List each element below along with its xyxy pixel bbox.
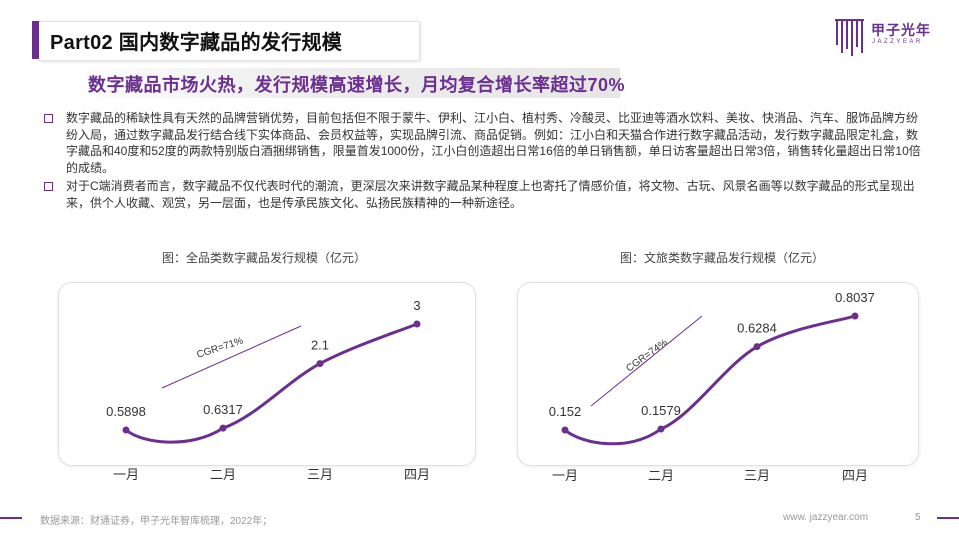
bullet-item: 对于C端消费者而言，数字藏品不仅代表时代的潮流，更深层次来讲数字藏品某种程度上也… [44, 178, 924, 211]
bullet-text: 数字藏品的稀缺性具有天然的品牌营销优势，目前包括但不限于蒙牛、伊利、江小白、植村… [66, 111, 921, 175]
data-point [851, 312, 859, 320]
data-point [122, 426, 130, 434]
growth-trend-line [590, 315, 703, 407]
data-label: 3 [413, 298, 420, 313]
logo-text: 甲子光年 [871, 22, 931, 38]
data-point [657, 425, 665, 433]
bullet-item: 数字藏品的稀缺性具有天然的品牌营销优势，目前包括但不限于蒙牛、伊利、江小白、植村… [44, 110, 924, 176]
data-label: 0.8037 [835, 290, 875, 305]
growth-annotation: CGR=74% [624, 337, 669, 374]
x-tick-label: 四月 [404, 467, 430, 482]
data-label: 0.6284 [737, 321, 777, 336]
footer-accent-right [937, 517, 959, 519]
logo-mark-icon [835, 19, 864, 56]
chart-caption-right: 图：文旅类数字藏品发行规模（亿元） [620, 251, 825, 265]
x-tick-label: 四月 [842, 468, 868, 483]
footer-accent-left [0, 517, 22, 519]
bullet-list: 数字藏品的稀缺性具有天然的品牌营销优势，目前包括但不限于蒙牛、伊利、江小白、植村… [44, 110, 924, 213]
logo-subtext: JAZZYEAR [872, 39, 923, 45]
bullet-square-icon [44, 182, 53, 191]
footer-url: www. jazzyear.com [783, 512, 869, 523]
data-point [316, 360, 324, 368]
brand-logo: 甲子光年 JAZZYEAR [835, 16, 945, 56]
title-box [39, 21, 420, 61]
page-number: 5 [915, 512, 921, 523]
data-label: 0.152 [549, 404, 582, 419]
series-line [563, 314, 857, 446]
x-tick-label: 一月 [113, 467, 139, 482]
data-point [753, 343, 761, 351]
line-chart-right: CGR=74% 0.152 一月 0.1579 二月 0.6284 三月 0.8037 四月 [549, 290, 875, 483]
x-tick-label: 三月 [307, 467, 333, 482]
subtitle: 数字藏品市场火热，发行规模高速增长，月均复合增长率超过70% [88, 75, 626, 95]
chart-frame-right [517, 282, 919, 466]
data-label: 0.6317 [203, 402, 243, 417]
growth-annotation: CGR=71% [196, 336, 245, 361]
footer-source: 数据来源：财通证券，甲子光年智库梳理，2022年； [40, 516, 273, 527]
growth-trend-line [161, 325, 302, 389]
title-accent-bar [32, 21, 39, 59]
chart-caption-left: 图：全品类数字藏品发行规模（亿元） [162, 251, 367, 265]
series-line [124, 322, 419, 444]
data-label: 0.5898 [106, 404, 146, 419]
data-label: 0.1579 [641, 403, 681, 418]
data-point [413, 320, 421, 328]
subtitle-background [60, 68, 620, 98]
x-tick-label: 三月 [744, 468, 770, 483]
bullet-square-icon [44, 114, 53, 123]
line-chart-left: CGR=71% 0.5898 一月 0.6317 二月 2.1 三月 3 四月 [106, 298, 430, 482]
page-title: Part02 国内数字藏品的发行规模 [50, 32, 343, 54]
data-point [561, 426, 569, 434]
x-tick-label: 二月 [648, 468, 674, 483]
bullet-text: 对于C端消费者而言，数字藏品不仅代表时代的潮流，更深层次来讲数字藏品某种程度上也… [66, 179, 915, 210]
x-tick-label: 二月 [210, 467, 236, 482]
chart-frame-left [58, 282, 476, 466]
data-point [219, 424, 227, 432]
x-tick-label: 一月 [552, 468, 578, 483]
data-label: 2.1 [311, 338, 329, 353]
